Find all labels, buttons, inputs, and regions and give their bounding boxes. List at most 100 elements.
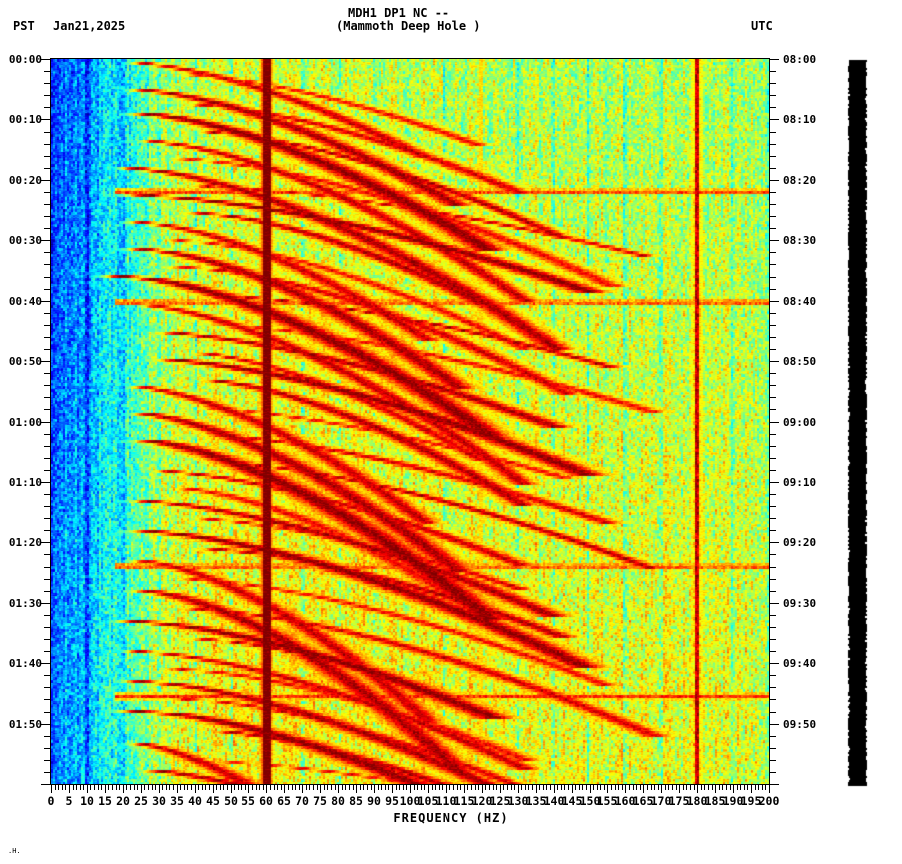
frequency-tick [227, 785, 228, 790]
frequency-tick [231, 785, 232, 793]
time-tick-pst [44, 264, 50, 265]
frequency-tick [765, 785, 766, 790]
time-tick-utc [770, 494, 776, 495]
frequency-label: 20 [116, 794, 130, 808]
frequency-tick [338, 785, 339, 793]
frequency-tick [205, 785, 206, 790]
time-tick-pst [44, 156, 50, 157]
frequency-label: 190 [722, 794, 744, 808]
frequency-tick [582, 785, 583, 790]
frequency-tick [385, 785, 386, 790]
time-tick-utc [770, 784, 779, 785]
frequency-tick [381, 785, 382, 790]
time-tick-utc [770, 59, 779, 60]
frequency-label: 145 [561, 794, 583, 808]
frequency-tick [101, 785, 102, 790]
time-label-utc: 09:00 [783, 416, 817, 429]
time-tick-utc [770, 216, 776, 217]
frequency-label: 55 [241, 794, 255, 808]
frequency-tick [342, 785, 343, 790]
frequency-label: 125 [489, 794, 511, 808]
time-tick-utc [770, 470, 776, 471]
frequency-tick [126, 785, 127, 790]
frequency-tick [532, 785, 533, 790]
frequency-tick [536, 785, 537, 793]
frequency-tick [213, 785, 214, 793]
frequency-label: 150 [579, 794, 601, 808]
time-tick-utc [770, 651, 776, 652]
time-label-pst: 01:10 [8, 476, 42, 489]
time-tick-pst [44, 83, 50, 84]
time-tick-pst [44, 687, 50, 688]
time-tick-pst [44, 71, 50, 72]
frequency-tick [320, 785, 321, 793]
frequency-tick [586, 785, 587, 790]
frequency-tick [58, 785, 59, 790]
frequency-tick [252, 785, 253, 790]
frequency-tick [701, 785, 702, 790]
frequency-tick [730, 785, 731, 790]
time-tick-utc [770, 712, 776, 713]
timezone-right-label: UTC [751, 19, 773, 33]
time-tick-pst [41, 724, 50, 725]
frequency-tick [661, 785, 662, 793]
frequency-tick [554, 785, 555, 793]
frequency-tick [166, 785, 167, 790]
frequency-tick [134, 785, 135, 790]
station-title: MDH1 DP1 NC -- [348, 6, 450, 20]
frequency-tick [223, 785, 224, 790]
frequency-tick [184, 785, 185, 790]
frequency-tick [722, 785, 723, 790]
time-tick-utc [770, 264, 776, 265]
frequency-tick [740, 785, 741, 790]
frequency-tick [410, 785, 411, 793]
frequency-tick [238, 785, 239, 790]
frequency-tick [414, 785, 415, 790]
frequency-tick [453, 785, 454, 790]
frequency-tick [234, 785, 235, 790]
time-label-pst: 01:30 [8, 597, 42, 610]
frequency-tick [76, 785, 77, 790]
frequency-tick [248, 785, 249, 793]
time-tick-utc [770, 132, 776, 133]
frequency-label: 130 [507, 794, 529, 808]
frequency-tick [769, 785, 770, 793]
time-tick-utc [770, 144, 776, 145]
frequency-tick [388, 785, 389, 790]
frequency-tick [108, 785, 109, 790]
frequency-tick [424, 785, 425, 790]
frequency-tick [274, 785, 275, 790]
frequency-tick [546, 785, 547, 790]
time-label-utc: 09:50 [783, 718, 817, 731]
time-label-utc: 08:20 [783, 174, 817, 187]
frequency-label: 50 [224, 794, 238, 808]
frequency-tick [152, 785, 153, 790]
frequency-tick [690, 785, 691, 790]
time-tick-pst [41, 482, 50, 483]
time-tick-utc [770, 627, 776, 628]
frequency-tick [360, 785, 361, 790]
frequency-tick [241, 785, 242, 790]
frequency-tick [105, 785, 106, 793]
frequency-tick [704, 785, 705, 790]
frequency-tick [327, 785, 328, 790]
time-tick-utc [770, 228, 776, 229]
frequency-label: 15 [98, 794, 112, 808]
time-tick-utc [770, 349, 776, 350]
time-tick-utc [770, 301, 779, 302]
frequency-tick [593, 785, 594, 790]
frequency-label: 115 [453, 794, 475, 808]
frequency-tick [356, 785, 357, 793]
time-label-pst: 01:50 [8, 718, 42, 731]
frequency-tick [647, 785, 648, 790]
frequency-tick [568, 785, 569, 790]
station-subtitle: (Mammoth Deep Hole ) [336, 19, 481, 33]
frequency-tick [543, 785, 544, 790]
time-label-pst: 00:10 [8, 113, 42, 126]
frequency-label: 110 [435, 794, 457, 808]
time-tick-pst [44, 772, 50, 773]
frequency-tick [270, 785, 271, 790]
time-tick-pst [44, 228, 50, 229]
time-tick-utc [770, 71, 776, 72]
frequency-label: 140 [543, 794, 565, 808]
